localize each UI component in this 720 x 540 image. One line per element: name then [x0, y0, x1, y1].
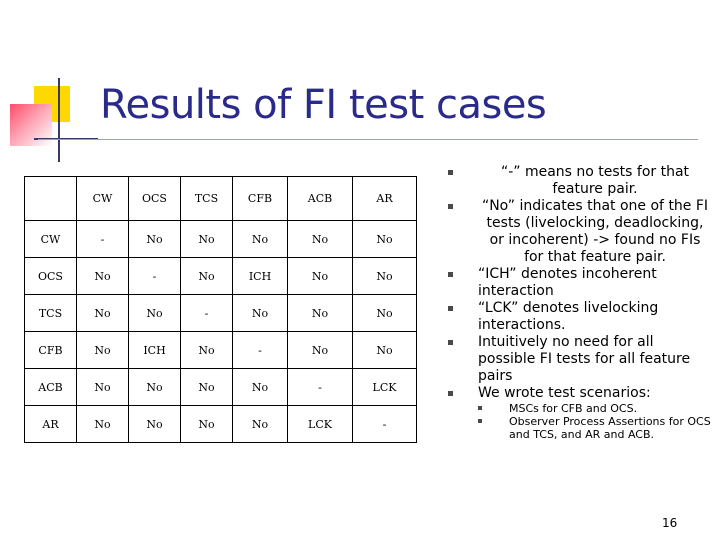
- table-cell: No: [352, 331, 417, 369]
- table-cell: -: [352, 405, 417, 443]
- table-cell: No: [180, 331, 233, 369]
- bullet-item: “LCK” denotes livelocking interactions.: [448, 300, 712, 334]
- table-cell: No: [352, 294, 417, 332]
- table-cell: No: [287, 294, 353, 332]
- table-cell: No: [128, 220, 181, 258]
- table-cell: -: [287, 368, 353, 406]
- table-cell: No: [128, 368, 181, 406]
- table-header-row: CW OCS TCS CFB ACB AR: [24, 176, 417, 221]
- row-header-cell: CW: [24, 220, 77, 258]
- bullet-text: Intuitively no need for all possible FI …: [478, 334, 691, 384]
- row-header-cell: CFB: [24, 331, 77, 369]
- sub-bullet-item: MSCs for CFB and OCS.: [448, 402, 712, 415]
- square-bullet-icon: [448, 204, 453, 209]
- slide-title: Results of FI test cases: [100, 82, 547, 128]
- bullet-item: “ICH” denotes incoherent interaction: [448, 266, 712, 300]
- table-cell: ICH: [232, 257, 288, 295]
- table-cell: No: [76, 405, 129, 443]
- sub-bullet-text: Observer Process Assertions for OCS and …: [509, 415, 711, 441]
- bullet-item: Intuitively no need for all possible FI …: [448, 334, 712, 385]
- bullet-text: “No” indicates that one of the FI tests …: [481, 198, 709, 265]
- table-row: AR No No No No LCK -: [24, 405, 417, 443]
- bullet-text: “ICH” denotes incoherent interaction: [478, 266, 657, 299]
- table-row: ACB No No No No - LCK: [24, 368, 417, 406]
- table-cell: No: [232, 368, 288, 406]
- fi-results-table: CW OCS TCS CFB ACB AR CW - No No No No N…: [24, 176, 417, 443]
- table-row: CFB No ICH No - No No: [24, 331, 417, 369]
- table-cell: No: [180, 220, 233, 258]
- table-row: TCS No No - No No No: [24, 294, 417, 332]
- table-cell: No: [76, 331, 129, 369]
- table-header-cell: AR: [352, 176, 417, 221]
- table-cell: -: [128, 257, 181, 295]
- square-bullet-icon: [448, 391, 453, 396]
- bullet-item: “No” indicates that one of the FI tests …: [448, 198, 712, 266]
- logo-vertical-line: [58, 78, 60, 162]
- table-cell: No: [76, 368, 129, 406]
- table-row: OCS No - No ICH No No: [24, 257, 417, 295]
- sub-bullet-text: MSCs for CFB and OCS.: [509, 402, 638, 415]
- table-cell: No: [287, 220, 353, 258]
- table-cell: No: [76, 294, 129, 332]
- table-header-cell: OCS: [128, 176, 181, 221]
- table-header-cell: CW: [76, 176, 129, 221]
- square-bullet-icon: [478, 406, 482, 410]
- table-cell: No: [287, 257, 353, 295]
- table-header-cell: CFB: [232, 176, 288, 221]
- table-cell: No: [232, 405, 288, 443]
- square-bullet-icon: [448, 170, 453, 175]
- bullet-item: We wrote test scenarios:: [448, 385, 712, 402]
- bullet-text: “LCK” denotes livelocking interactions.: [478, 300, 659, 333]
- table-cell: -: [76, 220, 129, 258]
- table-cell: No: [352, 220, 417, 258]
- square-bullet-icon: [448, 272, 453, 277]
- table-cell: No: [76, 257, 129, 295]
- table-cell: No: [232, 220, 288, 258]
- table-cell: No: [128, 405, 181, 443]
- table-header-cell: [24, 176, 77, 221]
- row-header-cell: AR: [24, 405, 77, 443]
- title-divider: [38, 139, 698, 140]
- table-header-cell: TCS: [180, 176, 233, 221]
- page-number: 16: [662, 516, 678, 530]
- row-header-cell: ACB: [24, 368, 77, 406]
- table-cell: No: [128, 294, 181, 332]
- square-bullet-icon: [448, 306, 453, 311]
- table-cell: -: [180, 294, 233, 332]
- table-row: CW - No No No No No: [24, 220, 417, 258]
- square-bullet-icon: [478, 419, 482, 423]
- sub-bullet-item: Observer Process Assertions for OCS and …: [448, 415, 712, 441]
- table-cell: LCK: [287, 405, 353, 443]
- table-cell: LCK: [352, 368, 417, 406]
- slide-logo: [0, 0, 110, 170]
- table-header-cell: ACB: [287, 176, 353, 221]
- row-header-cell: OCS: [24, 257, 77, 295]
- table-cell: No: [287, 331, 353, 369]
- table-cell: No: [180, 405, 233, 443]
- square-bullet-icon: [448, 340, 453, 345]
- table-cell: ICH: [128, 331, 181, 369]
- table-cell: No: [180, 368, 233, 406]
- bullet-list: “-” means no tests for that feature pair…: [448, 164, 712, 441]
- row-header-cell: TCS: [24, 294, 77, 332]
- table-cell: -: [232, 331, 288, 369]
- bullet-text: “-” means no tests for that feature pair…: [500, 164, 690, 197]
- table-cell: No: [180, 257, 233, 295]
- bullet-item: “-” means no tests for that feature pair…: [448, 164, 712, 198]
- table-cell: No: [352, 257, 417, 295]
- table-cell: No: [232, 294, 288, 332]
- bullet-text: We wrote test scenarios:: [478, 385, 651, 401]
